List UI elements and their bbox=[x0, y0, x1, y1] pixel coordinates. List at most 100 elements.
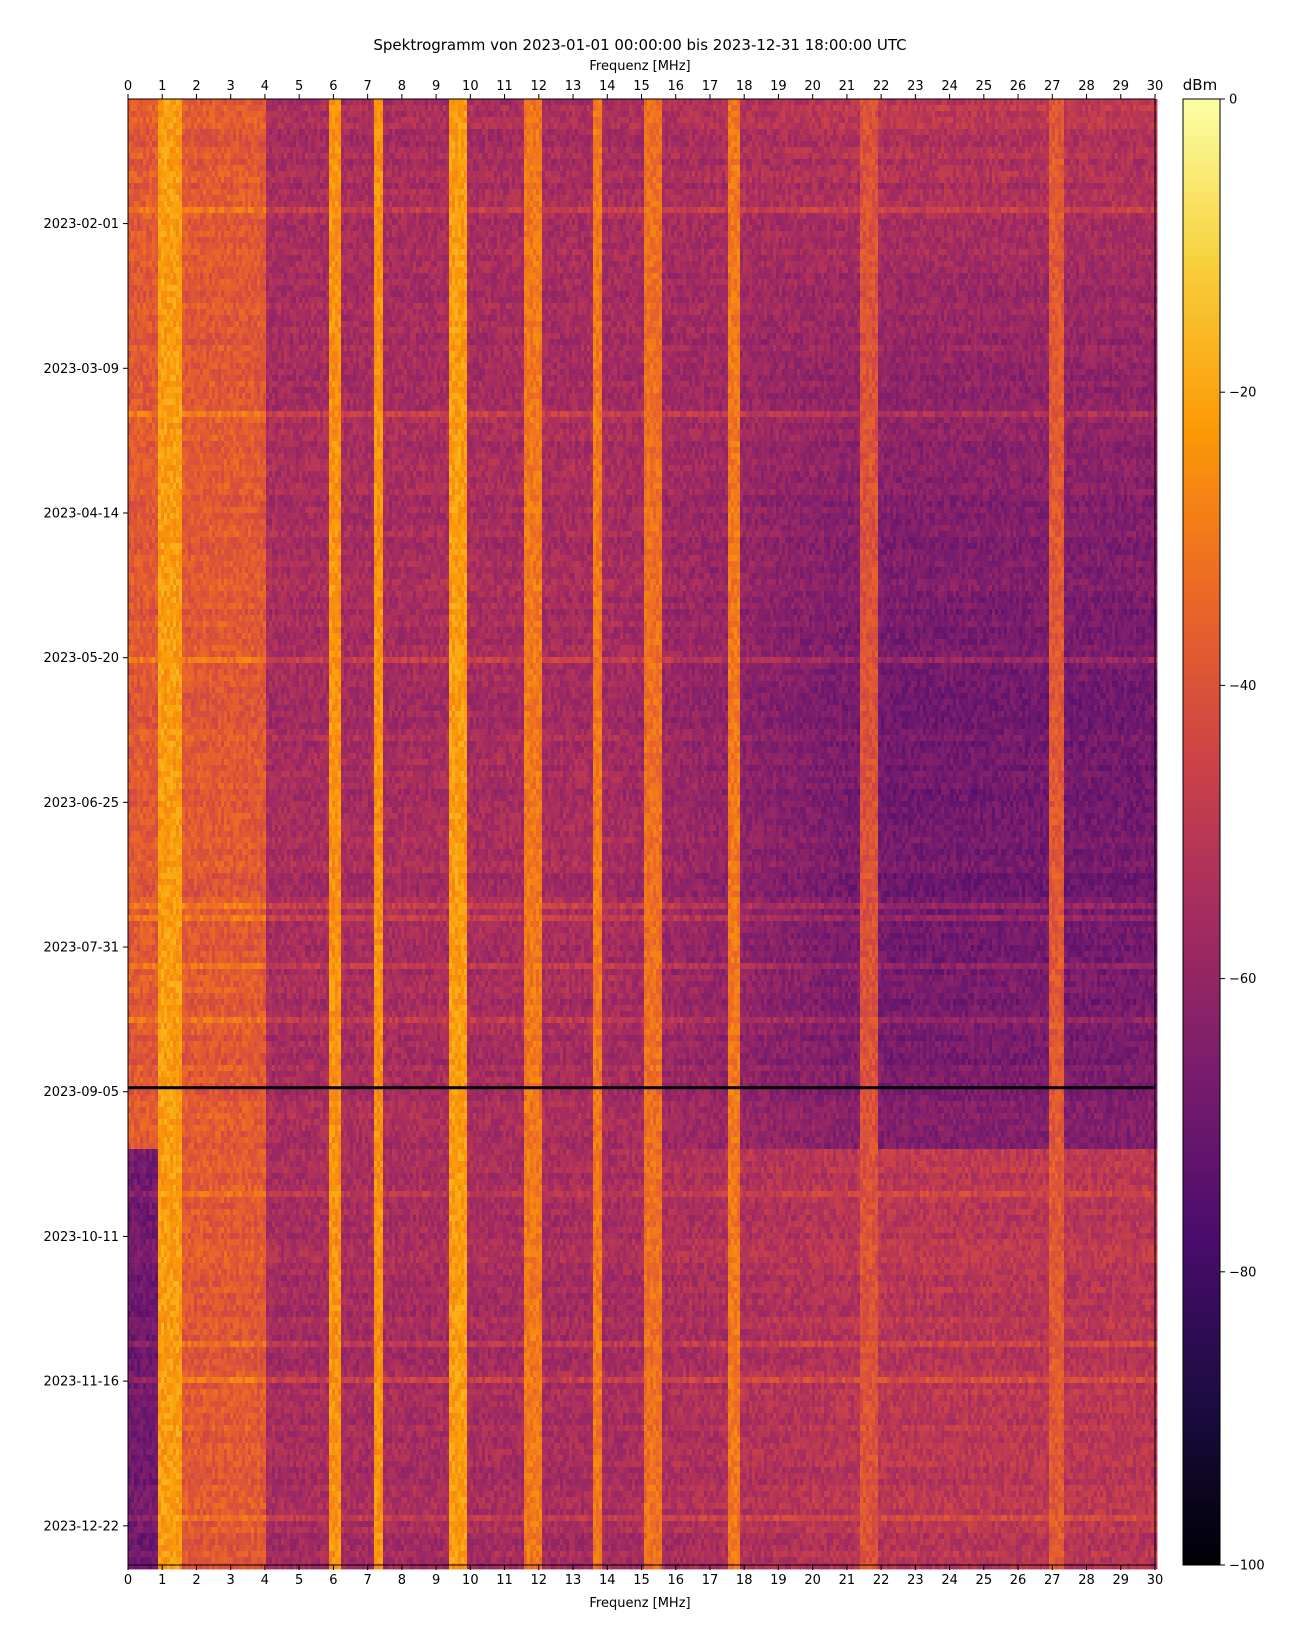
heatmap-cell bbox=[287, 99, 290, 105]
heatmap-cell bbox=[323, 105, 326, 111]
heatmap-cell bbox=[512, 99, 515, 105]
heatmap-cell bbox=[404, 99, 407, 105]
heatmap-cell bbox=[875, 99, 878, 105]
heatmap-cell bbox=[1067, 105, 1070, 111]
heatmap-cell bbox=[1070, 99, 1073, 105]
heatmap-cell bbox=[509, 99, 512, 105]
heatmap-cell bbox=[812, 111, 815, 117]
heatmap-cell bbox=[386, 111, 389, 117]
heatmap-cell bbox=[362, 105, 365, 111]
heatmap-cell bbox=[446, 99, 449, 105]
heatmap-cell bbox=[536, 99, 539, 105]
heatmap-cell bbox=[449, 99, 452, 105]
heatmap-cell bbox=[428, 105, 431, 111]
heatmap-cell bbox=[593, 99, 596, 105]
heatmap-cell bbox=[764, 111, 767, 117]
heatmap-cell bbox=[875, 105, 878, 111]
heatmap-cell bbox=[587, 105, 590, 111]
heatmap-cell bbox=[563, 111, 566, 117]
heatmap-cell bbox=[932, 99, 935, 105]
heatmap-cell bbox=[365, 99, 368, 105]
heatmap-cell bbox=[779, 99, 782, 105]
heatmap-cell bbox=[779, 111, 782, 117]
heatmap-cell bbox=[611, 99, 614, 105]
heatmap-cell bbox=[857, 99, 860, 105]
heatmap-cell bbox=[1097, 105, 1100, 111]
heatmap-cell bbox=[857, 111, 860, 117]
heatmap-cell bbox=[785, 99, 788, 105]
heatmap-cell bbox=[299, 111, 302, 117]
heatmap-cell bbox=[197, 105, 200, 111]
heatmap-cell bbox=[1073, 99, 1076, 105]
heatmap-cell bbox=[206, 111, 209, 117]
heatmap-cell bbox=[341, 105, 344, 111]
heatmap-cell bbox=[1055, 105, 1058, 111]
heatmap-cell bbox=[161, 105, 164, 111]
heatmap-cell bbox=[569, 105, 572, 111]
heatmap-cell bbox=[1142, 99, 1145, 105]
heatmap-cell bbox=[890, 99, 893, 105]
heatmap-cell bbox=[179, 99, 182, 105]
heatmap-cell bbox=[1010, 105, 1013, 111]
heatmap-cell bbox=[1148, 99, 1151, 105]
heatmap-cell bbox=[908, 105, 911, 111]
heatmap-cell bbox=[239, 105, 242, 111]
heatmap-cell bbox=[1043, 99, 1046, 105]
heatmap-cell bbox=[542, 111, 545, 117]
heatmap-cell bbox=[260, 105, 263, 111]
heatmap-cell bbox=[140, 105, 143, 111]
heatmap-cell bbox=[854, 111, 857, 117]
heatmap-cell bbox=[926, 99, 929, 105]
heatmap-cell bbox=[851, 99, 854, 105]
heatmap-cell bbox=[752, 105, 755, 111]
heatmap-cell bbox=[224, 99, 227, 105]
heatmap-cell bbox=[170, 99, 173, 105]
heatmap-cell bbox=[818, 99, 821, 105]
heatmap-cell bbox=[788, 99, 791, 105]
heatmap-cell bbox=[356, 105, 359, 111]
heatmap-cell bbox=[725, 105, 728, 111]
heatmap-cell bbox=[806, 111, 809, 117]
heatmap-cell bbox=[452, 99, 455, 105]
heatmap-cell bbox=[341, 111, 344, 117]
heatmap-cell bbox=[542, 105, 545, 111]
heatmap-cell bbox=[863, 105, 866, 111]
heatmap-cell bbox=[833, 111, 836, 117]
heatmap-cell bbox=[638, 105, 641, 111]
heatmap-cell bbox=[143, 111, 146, 117]
heatmap-cell bbox=[797, 105, 800, 111]
heatmap-cell bbox=[680, 111, 683, 117]
x-axis-label-bottom: Frequenz [MHz] bbox=[589, 1596, 690, 1611]
heatmap-cell bbox=[992, 99, 995, 105]
heatmap-cell bbox=[518, 105, 521, 111]
heatmap-cell bbox=[332, 105, 335, 111]
heatmap-cell bbox=[776, 111, 779, 117]
heatmap-cell bbox=[1043, 105, 1046, 111]
heatmap-cell bbox=[1112, 99, 1115, 105]
heatmap-cell bbox=[971, 99, 974, 105]
heatmap-cell bbox=[929, 99, 932, 105]
heatmap-cell bbox=[653, 99, 656, 105]
heatmap-cell bbox=[962, 105, 965, 111]
heatmap-cell bbox=[530, 99, 533, 105]
heatmap-cell bbox=[599, 111, 602, 117]
heatmap-cell bbox=[173, 99, 176, 105]
heatmap-cell bbox=[137, 105, 140, 111]
heatmap-cell bbox=[977, 105, 980, 111]
heatmap-cell bbox=[458, 105, 461, 111]
heatmap-cell bbox=[194, 99, 197, 105]
heatmap-cell bbox=[416, 111, 419, 117]
heatmap-cell bbox=[425, 105, 428, 111]
heatmap-cell bbox=[131, 111, 134, 117]
heatmap-cell bbox=[545, 99, 548, 105]
heatmap-cell bbox=[479, 99, 482, 105]
heatmap-cell bbox=[827, 111, 830, 117]
heatmap-cell bbox=[527, 111, 530, 117]
heatmap-cell bbox=[521, 99, 524, 105]
heatmap-cell bbox=[791, 99, 794, 105]
heatmap-cell bbox=[1091, 105, 1094, 111]
heatmap-cell bbox=[194, 105, 197, 111]
heatmap-cell bbox=[596, 111, 599, 117]
heatmap-cell bbox=[821, 105, 824, 111]
heatmap-cell bbox=[533, 105, 536, 111]
